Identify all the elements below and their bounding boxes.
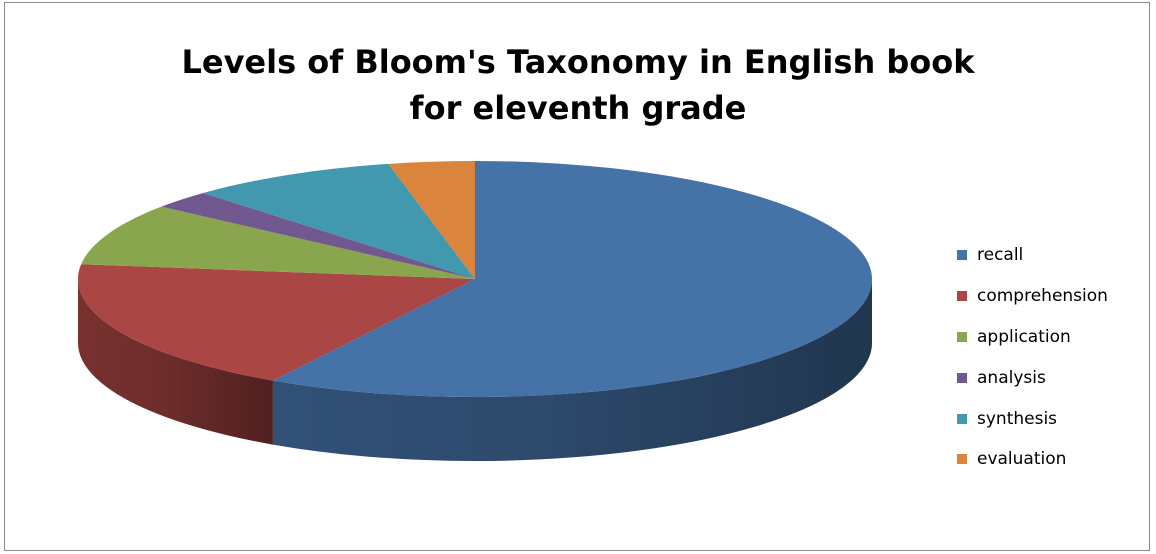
pie-slice-synthesis	[203, 163, 475, 279]
legend-label: evaluation	[977, 449, 1067, 470]
legend-item-synthesis: synthesis	[957, 398, 1108, 439]
legend-item-application: application	[957, 317, 1108, 358]
legend-swatch	[957, 372, 967, 383]
chart-title: Levels of Bloom's Taxonomy in English bo…	[5, 39, 1151, 131]
chart-legend: recall comprehension application analysi…	[957, 235, 1108, 480]
legend-swatch	[957, 250, 967, 261]
pie-chart	[78, 161, 873, 462]
chart-title-line-1: Levels of Bloom's Taxonomy in English bo…	[181, 43, 975, 81]
legend-label: comprehension	[977, 286, 1108, 307]
legend-item-comprehension: comprehension	[957, 276, 1108, 317]
chart-frame: Levels of Bloom's Taxonomy in English bo…	[4, 2, 1150, 551]
legend-swatch	[957, 331, 967, 342]
legend-swatch	[957, 291, 967, 302]
pie-slice-analysis	[161, 192, 475, 279]
legend-swatch	[957, 454, 967, 465]
pie-slice-recall	[272, 161, 872, 397]
pie-slice-comprehension	[78, 264, 475, 381]
pie-slice-application	[81, 206, 475, 279]
legend-swatch	[957, 413, 967, 424]
legend-item-evaluation: evaluation	[957, 439, 1108, 480]
legend-label: application	[977, 326, 1071, 347]
pie-sides	[78, 279, 873, 462]
legend-item-recall: recall	[957, 235, 1108, 276]
pie-side-shading-recall	[272, 279, 873, 462]
legend-label: recall	[977, 245, 1024, 266]
pie-side-shading-comprehension	[78, 279, 273, 445]
pie-slice-evaluation	[388, 161, 475, 279]
pie-tops	[78, 161, 872, 397]
legend-label: synthesis	[977, 408, 1058, 429]
chart-title-line-2: for eleventh grade	[409, 89, 747, 127]
legend-label: analysis	[977, 367, 1046, 388]
legend-item-analysis: analysis	[957, 357, 1108, 398]
